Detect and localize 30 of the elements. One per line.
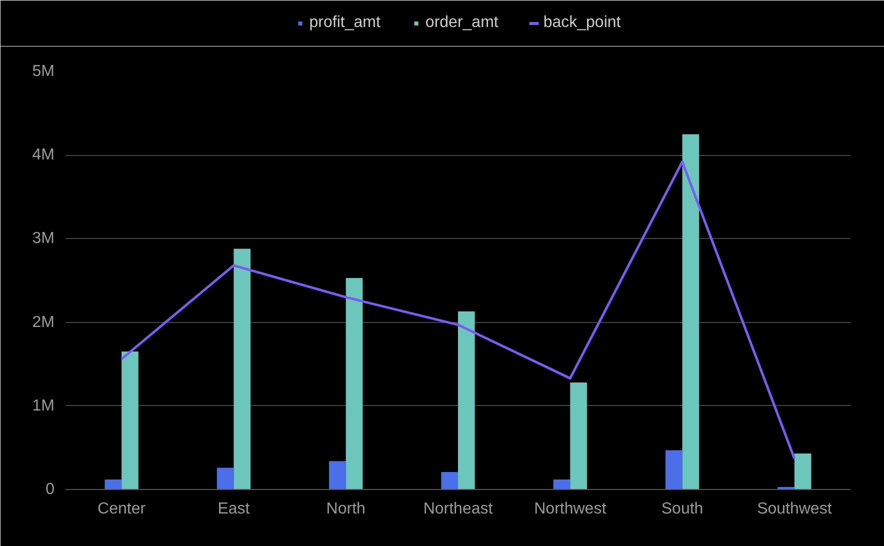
bar (665, 450, 682, 490)
x-tick-label: Northwest (534, 500, 607, 518)
bar (104, 479, 122, 490)
bar (794, 454, 812, 490)
bar (553, 479, 570, 490)
bar (122, 352, 138, 490)
x-tick-label: East (218, 500, 250, 518)
y-tick-label: 2M (32, 314, 55, 331)
bar (329, 461, 346, 490)
x-tick-label: South (661, 500, 704, 518)
bar (682, 134, 700, 490)
y-tick-label: 3M (32, 230, 55, 248)
line-series (120, 160, 796, 460)
bar (216, 468, 234, 490)
y-tick-label: 1M (32, 397, 55, 414)
x-tick-label: North (326, 500, 366, 518)
legend-label: back_point (543, 14, 621, 32)
bar (234, 248, 251, 490)
legend-label: profit_amt (309, 14, 380, 32)
legend-label: order_amt (425, 14, 498, 32)
bar (441, 472, 458, 490)
bar (570, 382, 587, 490)
x-tick-label: Northeast (423, 500, 494, 518)
x-tick-label: Southwest (757, 500, 832, 518)
y-tick-label: 0 (46, 481, 55, 498)
x-tick-label: Center (98, 500, 146, 518)
bar (458, 311, 475, 490)
y-tick-label: 5M (32, 63, 55, 80)
bar (346, 278, 363, 490)
y-tick-label: 4M (32, 146, 55, 164)
